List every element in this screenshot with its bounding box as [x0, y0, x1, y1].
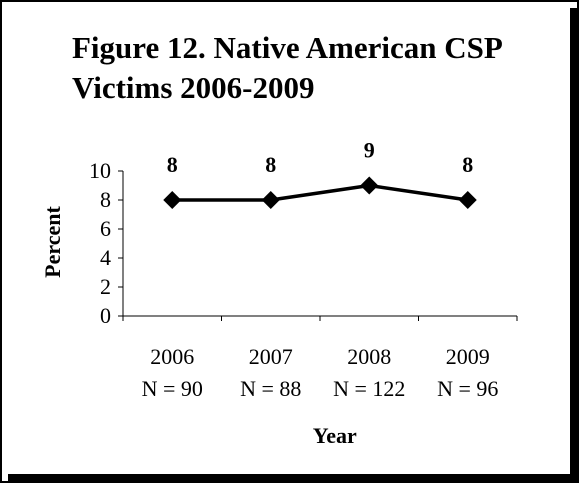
data-label: 9: [364, 138, 375, 163]
data-label: 8: [265, 152, 276, 177]
y-tick-label: 0: [100, 303, 111, 328]
data-label: 8: [167, 152, 178, 177]
x-tick-label: 2006: [150, 344, 194, 369]
data-label: 8: [462, 152, 473, 177]
x-tick-sublabel: N = 90: [142, 376, 203, 401]
x-tick-label: 2009: [446, 344, 490, 369]
y-tick-label: 6: [100, 216, 111, 241]
axes: 0 2 4 6 8 10 2006 N = 90 2007 N = 88 2008 N = 122 20…: [89, 158, 518, 401]
y-tick-label: 4: [100, 245, 111, 270]
x-axis-label: Year: [313, 423, 357, 448]
data-point-marker: [360, 176, 379, 195]
y-tick-label: 10: [89, 158, 111, 183]
data-point-marker: [163, 191, 182, 209]
chart-title: Figure 12. Native American CSP Victims 2…: [72, 30, 502, 105]
x-tick-label: 2008: [347, 344, 391, 369]
y-axis-label: Percent: [40, 206, 65, 278]
data-point-marker: [261, 191, 280, 209]
y-tick-label: 8: [100, 187, 111, 212]
y-tick-label: 2: [100, 274, 111, 299]
frame-shadow-right: [570, 8, 579, 483]
x-tick-sublabel: N = 122: [333, 376, 405, 401]
x-tick-sublabel: N = 88: [240, 376, 301, 401]
x-tick-label: 2007: [249, 344, 293, 369]
series-line: [172, 183, 469, 202]
x-tick-sublabel: N = 96: [437, 376, 498, 401]
frame-shadow-bottom: [8, 474, 579, 483]
chart-marks: 8 8 9 8: [163, 138, 477, 209]
data-point-marker: [458, 191, 477, 209]
